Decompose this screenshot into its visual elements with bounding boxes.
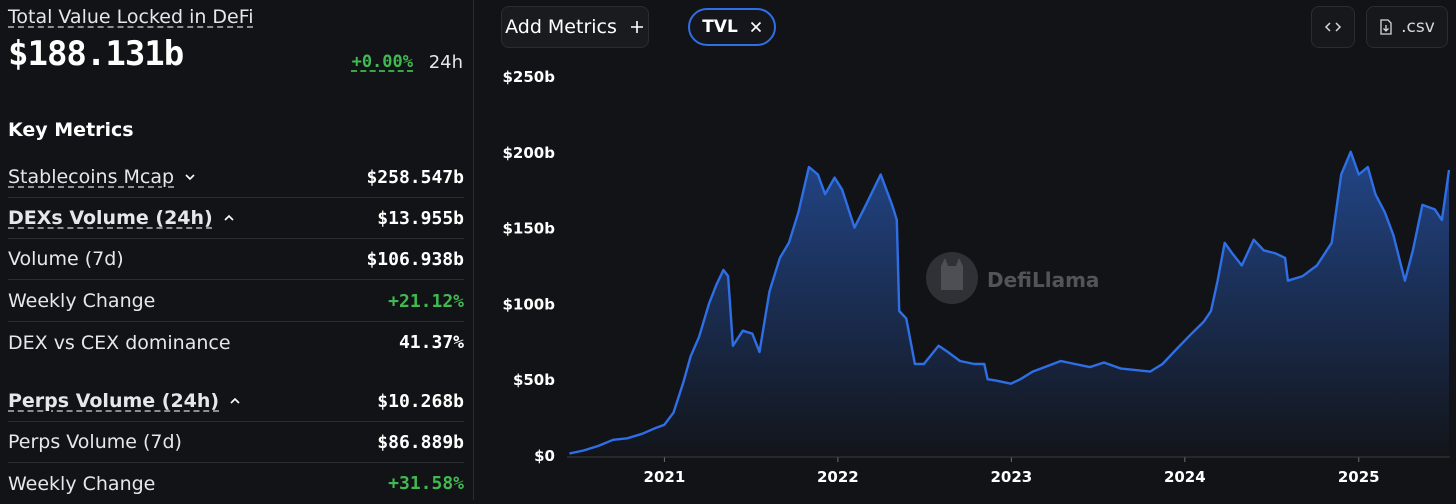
tvl-period: 24h — [428, 52, 463, 73]
x-axis: 2021 2022 2023 2024 2025 — [567, 456, 1450, 486]
metric-label-text[interactable]: Stablecoins Mcap — [8, 166, 175, 188]
watermark: DefiLlama — [926, 252, 1099, 304]
metric-row-dex-cex-dominance: DEX vs CEX dominance 41.37% — [8, 322, 464, 363]
download-file-icon — [1380, 19, 1392, 35]
llama-logo-icon — [926, 252, 978, 304]
x-tick-label: 2024 — [1164, 468, 1206, 486]
metric-value: $10.268b — [377, 390, 464, 412]
download-csv-button[interactable]: .csv — [1366, 6, 1448, 48]
metric-label: DEX vs CEX dominance — [8, 331, 231, 354]
x-tick-label: 2025 — [1338, 468, 1380, 486]
metric-value: $13.955b — [377, 207, 464, 229]
y-tick-label: $100b — [503, 295, 556, 313]
metric-label: Volume (7d) — [8, 248, 124, 270]
metric-value: $106.938b — [366, 248, 464, 270]
metric-row-stablecoins[interactable]: Stablecoins Mcap $258.547b — [8, 157, 464, 198]
metric-value: 41.37% — [398, 332, 464, 353]
add-metrics-button[interactable]: Add Metrics — [501, 6, 649, 48]
y-tick-label: $50b — [513, 371, 555, 389]
section-title: Key Metrics — [8, 119, 134, 141]
tvl-value: $188.131b — [8, 34, 184, 74]
metric-label: Stablecoins Mcap — [8, 166, 196, 188]
tvl-series-line — [569, 150, 1451, 455]
y-tick-label: $0 — [534, 447, 555, 465]
key-metrics-panel: Total Value Locked in DeFi $188.131b +0.… — [0, 0, 474, 500]
tvl-chip-label: TVL — [702, 17, 738, 37]
metric-value: +31.58% — [388, 473, 464, 494]
embed-button[interactable] — [1311, 6, 1355, 48]
chart-panel: Add Metrics TVL .csv DefiLlama $0 $50b $10… — [475, 0, 1456, 500]
code-icon — [1324, 22, 1342, 32]
y-tick-label: $200b — [503, 144, 556, 162]
tvl-title[interactable]: Total Value Locked in DeFi — [8, 6, 254, 28]
metric-row-weekly-change: Weekly Change +21.12% — [8, 281, 464, 322]
y-axis: $0 $50b $100b $150b $200b $250b — [503, 68, 556, 465]
metric-label: Weekly Change — [8, 472, 156, 495]
metric-label: Perps Volume (24h) — [8, 390, 241, 412]
metric-row-perps-weekly-change: Weekly Change +31.58% — [8, 463, 464, 504]
tvl-metric-chip[interactable]: TVL — [688, 8, 776, 46]
plus-icon — [630, 21, 643, 33]
tvl-area — [569, 151, 1449, 456]
add-metrics-label: Add Metrics — [505, 16, 617, 38]
close-icon[interactable] — [750, 21, 762, 33]
csv-label: .csv — [1401, 17, 1435, 37]
chevron-up-icon[interactable] — [229, 395, 241, 407]
x-tick-label: 2021 — [644, 468, 686, 486]
metric-label-text[interactable]: DEXs Volume (24h) — [8, 207, 213, 229]
metric-row-perps-volume[interactable]: Perps Volume (24h) $10.268b — [8, 381, 464, 422]
x-tick-label: 2022 — [817, 468, 859, 486]
metric-row-volume-7d: Volume (7d) $106.938b — [8, 239, 464, 280]
metric-row-perps-volume-7d: Perps Volume (7d) $86.889b — [8, 422, 464, 463]
x-tick-label: 2023 — [990, 468, 1032, 486]
metric-label: Perps Volume (7d) — [8, 431, 182, 453]
y-tick-label: $150b — [503, 220, 556, 238]
metric-label: Weekly Change — [8, 290, 156, 312]
metric-value: $86.889b — [377, 431, 464, 453]
metric-value: +21.12% — [388, 290, 464, 312]
metric-label-text[interactable]: Perps Volume (24h) — [8, 390, 220, 412]
tvl-chart[interactable]: DefiLlama $0 $50b $100b $150b $200b $250b 202… — [475, 0, 1456, 500]
metric-label: DEXs Volume (24h) — [8, 207, 235, 229]
y-tick-label: $250b — [503, 68, 556, 86]
tvl-change[interactable]: +0.00% — [351, 52, 413, 72]
metric-value: $258.547b — [366, 166, 464, 188]
chevron-down-icon[interactable] — [184, 171, 196, 183]
chevron-up-icon[interactable] — [223, 212, 235, 224]
watermark-text: DefiLlama — [987, 268, 1099, 292]
metric-row-dex-volume[interactable]: DEXs Volume (24h) $13.955b — [8, 198, 464, 239]
